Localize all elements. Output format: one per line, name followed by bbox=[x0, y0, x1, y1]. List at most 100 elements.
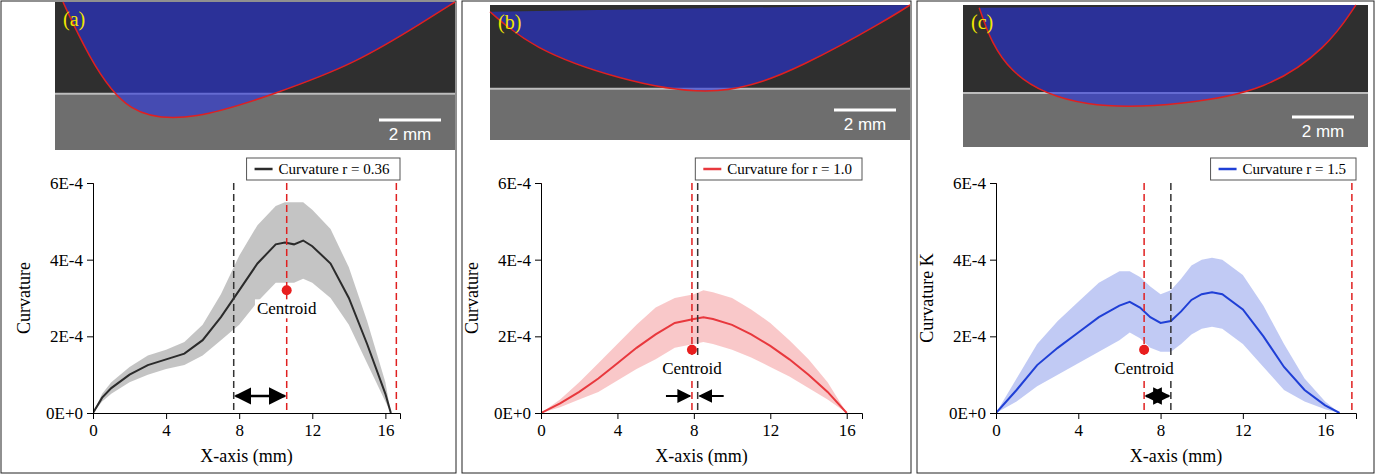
double-arrow bbox=[1146, 395, 1169, 398]
error-band bbox=[996, 258, 1340, 413]
legend-swatch bbox=[703, 168, 721, 171]
x-tick-label: 12 bbox=[762, 421, 779, 440]
reference-line bbox=[691, 183, 693, 413]
centroid-label: Centroid bbox=[1114, 359, 1174, 378]
reference-line bbox=[1170, 183, 1172, 413]
y-tick-mark bbox=[535, 183, 541, 184]
centroid-label: Centroid bbox=[662, 359, 722, 378]
plot-area bbox=[996, 183, 1352, 413]
reference-line bbox=[233, 183, 235, 413]
x-tick: 8 bbox=[235, 413, 244, 440]
x-tick-label: 0 bbox=[89, 421, 98, 440]
legend-label: Curvature r = 0.36 bbox=[279, 161, 390, 177]
y-tick-mark bbox=[990, 413, 996, 414]
x-tick-mark bbox=[1078, 413, 1079, 419]
y-tick-label: 0E+0 bbox=[494, 404, 531, 423]
y-tick-label: 4E-4 bbox=[498, 251, 532, 270]
y-tick: 4E-4 bbox=[953, 251, 996, 270]
x-tick-label: 8 bbox=[690, 421, 699, 440]
figure: (a)2 mm04812160E+02E-44E-46E-4X-axis (mm… bbox=[0, 0, 1375, 474]
y-axis-line bbox=[87, 184, 94, 414]
x-tick-mark bbox=[1325, 413, 1326, 419]
centroid-point bbox=[687, 345, 697, 355]
reference-line bbox=[396, 183, 398, 413]
curvature-line bbox=[996, 292, 1340, 413]
legend-label: Curvature for r = 1.0 bbox=[727, 161, 852, 177]
scale-bar bbox=[379, 119, 441, 122]
x-axis: 0 4 8 12 16 bbox=[537, 413, 862, 440]
y-tick-mark bbox=[87, 413, 93, 414]
x-tick-label: 8 bbox=[235, 421, 244, 440]
x-tick-label: 16 bbox=[839, 421, 856, 440]
plot-area bbox=[93, 183, 396, 413]
y-tick: 4E-4 bbox=[498, 251, 541, 270]
legend-box bbox=[695, 158, 862, 180]
x-tick: 16 bbox=[839, 413, 856, 440]
x-axis-title: X-axis (mm) bbox=[200, 446, 292, 467]
x-tick: 4 bbox=[162, 413, 171, 440]
photo-substrate bbox=[490, 89, 910, 140]
x-tick-mark bbox=[617, 413, 618, 419]
shift-arrows bbox=[1146, 396, 1169, 397]
y-tick-mark bbox=[87, 336, 93, 337]
y-tick-label: 0E+0 bbox=[949, 404, 986, 423]
legend: Curvature r = 1.5 bbox=[1211, 158, 1356, 180]
y-axis: 0E+02E-44E-46E-4 bbox=[46, 174, 93, 423]
x-axis: 0481216 bbox=[992, 413, 1356, 440]
y-tick: 0E+0 bbox=[494, 404, 541, 423]
y-tick-label: 4E-4 bbox=[50, 251, 84, 270]
x-axis-line bbox=[997, 414, 1357, 420]
x-tick-mark bbox=[385, 413, 386, 419]
x-axis-title: X-axis (mm) bbox=[1130, 446, 1222, 467]
y-tick-label: 6E-4 bbox=[953, 174, 987, 193]
x-tick: 16 bbox=[377, 413, 394, 440]
centroid-annotation: Centroid bbox=[1112, 359, 1176, 378]
label-patch bbox=[1112, 359, 1176, 378]
melt-pool bbox=[490, 5, 910, 91]
y-tick: 6E-4 bbox=[50, 174, 93, 193]
panel-frame bbox=[1, 1, 456, 473]
legend-box bbox=[247, 158, 400, 180]
x-tick-label: 16 bbox=[1317, 421, 1334, 440]
plot-area bbox=[541, 183, 847, 413]
panel: (a)2 mm04812160E+02E-44E-46E-4X-axis (mm… bbox=[1, 1, 456, 473]
centroid-point bbox=[1139, 345, 1149, 355]
reference-line bbox=[1143, 183, 1145, 413]
scale-bar bbox=[834, 109, 896, 112]
melt-pool-fit bbox=[63, 2, 455, 118]
y-tick: 0E+0 bbox=[46, 404, 93, 423]
x-tick-label: 12 bbox=[304, 421, 321, 440]
photo-background bbox=[963, 5, 1368, 147]
x-tick-label: 0 bbox=[992, 421, 1001, 440]
centroid-point bbox=[282, 285, 292, 295]
arrow-right bbox=[700, 395, 724, 397]
panel-frame bbox=[462, 1, 911, 473]
y-axis: 0E+02E-44E-46E-4 bbox=[494, 174, 541, 423]
legend-swatch bbox=[1219, 168, 1237, 171]
y-axis-title: Curvature bbox=[14, 262, 34, 334]
double-arrow bbox=[236, 395, 285, 398]
reference-line bbox=[697, 183, 699, 413]
scale-bar-label: 2 mm bbox=[844, 115, 887, 134]
melt-pool bbox=[979, 5, 1356, 106]
curvature-line bbox=[541, 317, 847, 413]
reference-line bbox=[1351, 183, 1353, 413]
y-tick: 6E-4 bbox=[953, 174, 996, 193]
x-tick-mark bbox=[694, 413, 695, 419]
legend-items: Curvature for r = 1.0 bbox=[703, 161, 852, 177]
micrograph: (b)2 mm bbox=[490, 5, 910, 140]
y-tick: 4E-4 bbox=[50, 251, 93, 270]
curvature-line bbox=[93, 241, 391, 414]
melt-pool-fit bbox=[979, 5, 1356, 106]
micrograph: (a)2 mm bbox=[55, 2, 455, 150]
x-axis: 0 4 8 12 16 bbox=[89, 413, 400, 440]
x-tick-label: 4 bbox=[162, 421, 171, 440]
x-tick: 0 bbox=[537, 413, 546, 440]
y-tick-label: 6E-4 bbox=[498, 174, 532, 193]
x-tick-mark bbox=[1243, 413, 1244, 419]
x-tick: 4 bbox=[614, 413, 623, 440]
legend-label: Curvature r = 1.5 bbox=[1243, 161, 1346, 177]
centroid-annotation: Centroid bbox=[255, 299, 319, 318]
scale-bar-label: 2 mm bbox=[389, 125, 432, 144]
y-tick-mark bbox=[535, 413, 541, 414]
